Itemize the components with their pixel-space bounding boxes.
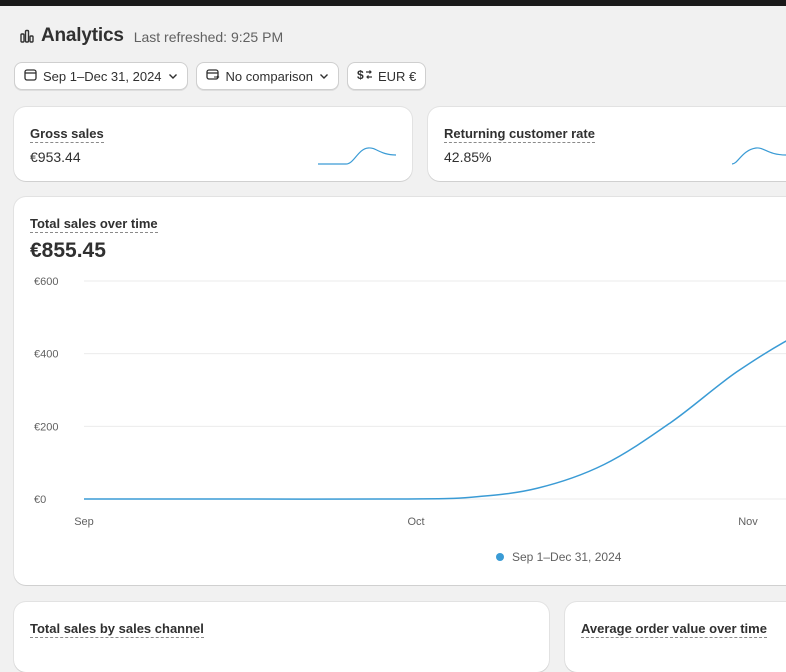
legend-label: Sep 1–Dec 31, 2024 [512, 550, 622, 564]
chevron-down-icon [319, 69, 329, 84]
date-range-button[interactable]: Sep 1–Dec 31, 2024 [14, 62, 188, 90]
y-tick-label: €0 [34, 494, 46, 506]
returning-rate-title[interactable]: Returning customer rate [444, 126, 595, 143]
calendar-icon [24, 68, 37, 84]
chart-legend[interactable]: Sep 1–Dec 31, 2024 [496, 550, 621, 564]
total-sales-chart: €0 €200 €400 €600 Sep Oct Nov [34, 276, 786, 528]
gross-sales-sparkline [318, 147, 397, 165]
page-title: Analytics [41, 25, 124, 46]
calendar-compare-icon [205, 68, 220, 84]
x-tick-label: Nov [738, 516, 758, 528]
x-tick-label: Oct [407, 516, 424, 528]
total-sales-value: €855.45 [30, 239, 106, 262]
filter-bar: Sep 1–Dec 31, 2024 No comparison $ EUR € [14, 62, 427, 90]
svg-text:$: $ [357, 68, 364, 81]
gross-sales-value: €953.44 [30, 149, 81, 165]
average-order-value-card[interactable]: Average order value over time [565, 602, 786, 672]
sales-by-channel-title[interactable]: Total sales by sales channel [30, 621, 204, 638]
aov-title[interactable]: Average order value over time [581, 621, 767, 638]
gross-sales-card[interactable]: Gross sales €953.44 [14, 107, 412, 181]
currency-exchange-icon: $ [357, 68, 373, 84]
last-refreshed-text: Last refreshed: 9:25 PM [133, 29, 284, 45]
total-sales-card[interactable]: Total sales over time €855.45 €0 €200 €400… [14, 197, 786, 585]
top-bar [0, 0, 786, 6]
currency-label: EUR € [377, 68, 417, 84]
date-range-label: Sep 1–Dec 31, 2024 [43, 68, 162, 84]
series-line[interactable] [84, 292, 786, 500]
y-tick-label: €400 [34, 349, 58, 361]
analytics-icon [20, 28, 36, 44]
returning-rate-value: 42.85% [444, 149, 492, 165]
total-sales-title[interactable]: Total sales over time [30, 216, 158, 233]
comparison-button[interactable]: No comparison [195, 62, 339, 90]
sales-by-channel-card[interactable]: Total sales by sales channel [14, 602, 549, 672]
currency-button[interactable]: $ EUR € [346, 62, 427, 90]
gross-sales-title[interactable]: Gross sales [30, 126, 104, 143]
y-tick-label: €200 [34, 421, 58, 433]
y-tick-label: €600 [34, 276, 58, 288]
returning-customer-rate-card[interactable]: Returning customer rate 42.85% [428, 107, 786, 181]
page-header: Analytics Last refreshed: 9:25 PM [20, 22, 283, 50]
legend-dot [496, 553, 504, 561]
returning-rate-sparkline [731, 147, 786, 165]
x-tick-label: Sep [74, 516, 94, 528]
comparison-label: No comparison [225, 68, 313, 84]
chevron-down-icon [168, 69, 178, 84]
